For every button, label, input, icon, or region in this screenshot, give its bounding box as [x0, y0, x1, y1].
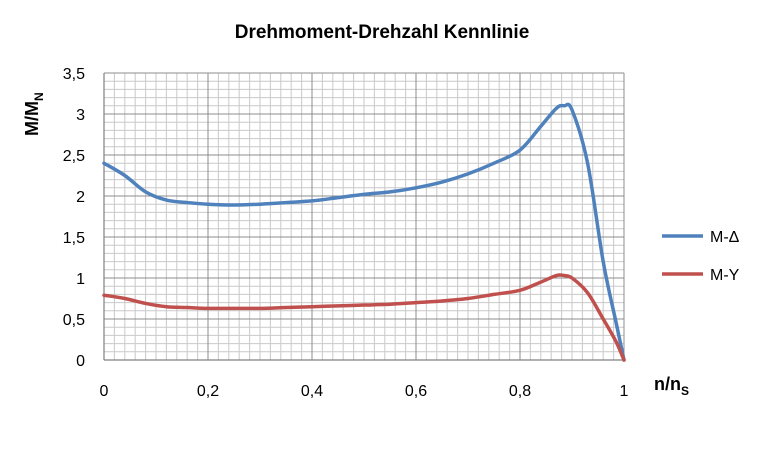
y-tick-label: 1	[76, 271, 85, 288]
y-tick-label: 3,5	[63, 66, 85, 83]
minor-gridlines	[103, 72, 625, 361]
series-line-1	[102, 273, 626, 362]
series-line-0	[102, 102, 626, 362]
legend-label-0: M-Δ	[710, 229, 740, 246]
x-tick-label: 0,8	[509, 383, 531, 400]
x-axis-label-main: n/n	[654, 374, 681, 394]
legend: M-Δ M-Y	[662, 229, 740, 284]
y-tick-label: 3	[76, 107, 85, 124]
major-gridlines	[103, 72, 625, 361]
x-tick-label: 0	[100, 383, 109, 400]
x-tick-label: 1	[620, 383, 629, 400]
y-tick-labels: 0 0,5 1 1,5 2 2,5 3 3,5	[63, 66, 85, 370]
x-tick-labels: 0 0,2 0,4 0,6 0,8 1	[100, 383, 629, 400]
y-tick-label: 0,5	[63, 312, 85, 329]
y-axis-label-main: M/M	[22, 101, 42, 136]
series-lines	[102, 102, 626, 362]
x-tick-label: 0,6	[405, 383, 427, 400]
y-axis-label: M/MN	[22, 92, 46, 136]
x-tick-label: 0,2	[197, 383, 219, 400]
y-tick-label: 2	[76, 189, 85, 206]
y-tick-label: 0	[76, 353, 85, 370]
y-axis-label-sub: N	[32, 92, 46, 101]
x-tick-label: 0,4	[301, 383, 323, 400]
legend-label-1: M-Y	[710, 267, 740, 284]
chart-title: Drehmoment-Drehzahl Kennlinie	[235, 22, 530, 43]
x-axis-label: n/nS	[654, 374, 689, 398]
x-axis-label-sub: S	[681, 384, 689, 398]
y-tick-label: 1,5	[63, 230, 85, 247]
y-tick-label: 2,5	[63, 148, 85, 165]
